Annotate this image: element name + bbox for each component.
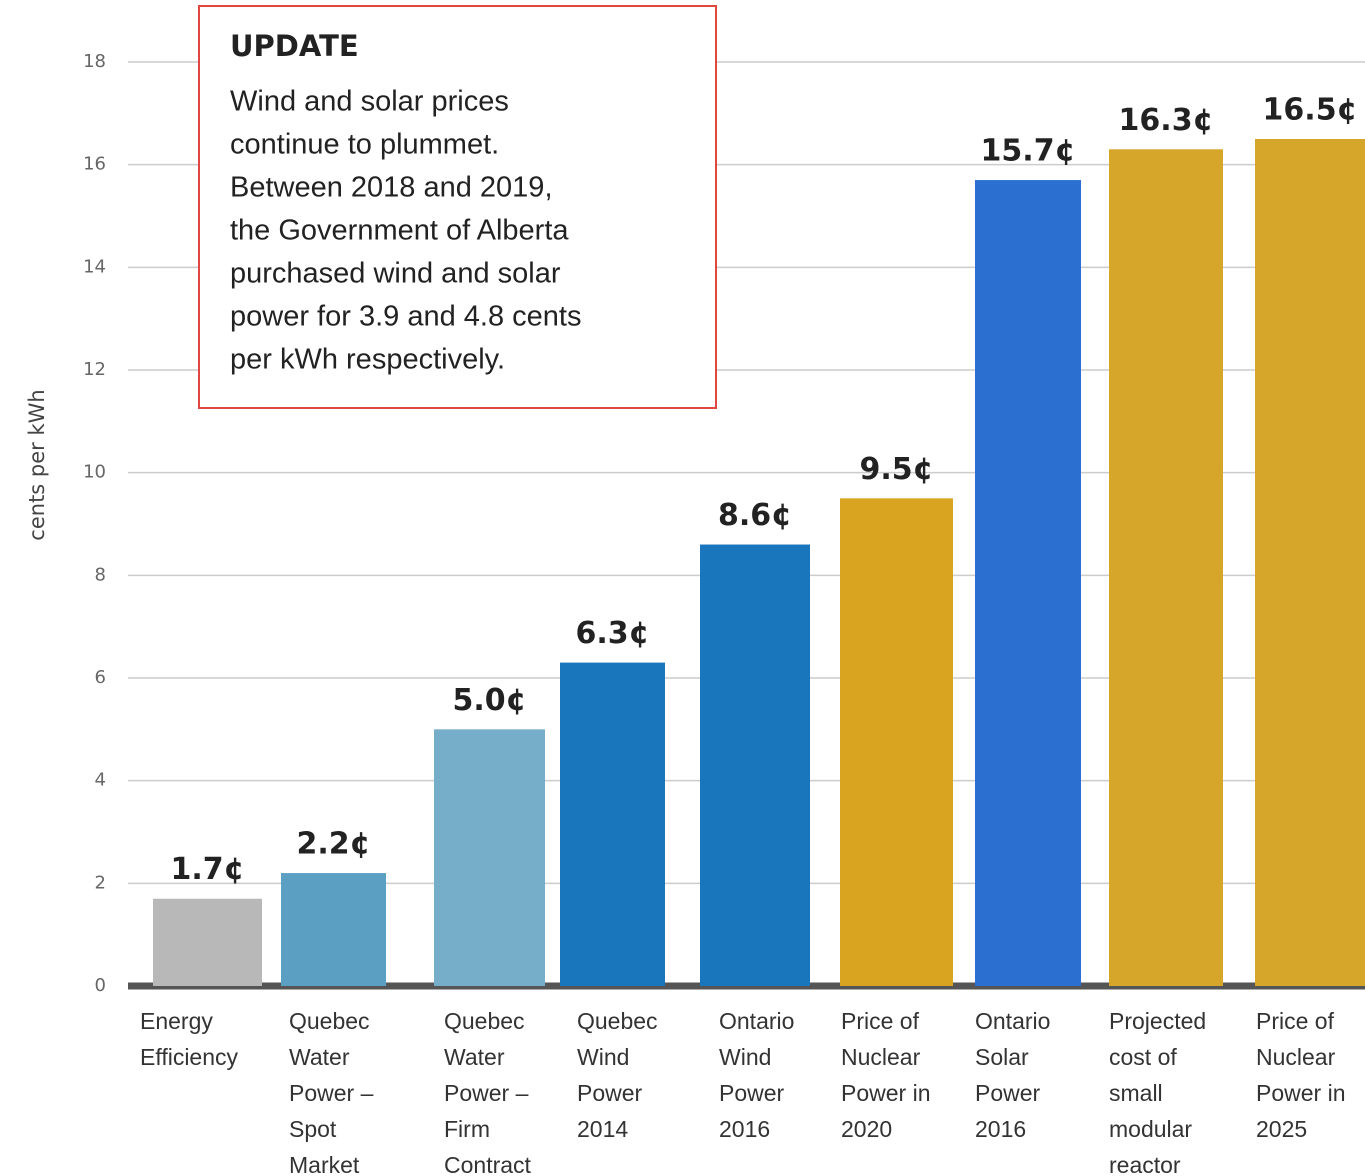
y-tick-label: 8 — [95, 564, 106, 585]
bar — [975, 180, 1081, 987]
y-axis-label: cents per kWh — [25, 389, 49, 540]
value-label: 16.3¢ — [1119, 103, 1214, 138]
x-tick-label: Ontario Solar Power 2016 — [975, 1008, 1051, 1142]
y-tick-label: 0 — [95, 975, 106, 996]
annotation-line: purchased wind and solar — [230, 258, 561, 290]
bar — [840, 498, 953, 986]
bar — [560, 662, 665, 986]
x-tick-label: Quebec Water Power – Spot Market — [289, 1008, 374, 1176]
x-tick-label: Quebec Wind Power 2014 — [577, 1008, 658, 1142]
bar — [1255, 139, 1365, 986]
annotation-title: UPDATE — [230, 29, 359, 63]
value-label: 1.7¢ — [170, 852, 244, 887]
value-label: 16.5¢ — [1263, 93, 1358, 128]
annotation-box — [198, 5, 717, 409]
annotation-line: power for 3.9 and 4.8 cents — [230, 301, 581, 333]
y-tick-label: 18 — [83, 51, 106, 72]
y-tick-label: 2 — [95, 872, 106, 893]
x-tick-label: Projected cost of small modular reactor — [1109, 1008, 1207, 1176]
value-label: 5.0¢ — [452, 683, 526, 718]
value-label: 6.3¢ — [575, 616, 649, 651]
y-tick-label: 14 — [83, 256, 106, 277]
annotation-line: per kWh respectively. — [230, 344, 505, 376]
x-tick-label: Price of Nuclear Power in 2025 — [1256, 1008, 1346, 1142]
annotation-line: Between 2018 and 2019, — [230, 172, 553, 204]
y-tick-label: 16 — [83, 154, 106, 175]
y-tick-label: 10 — [83, 462, 106, 483]
value-label: 8.6¢ — [718, 498, 792, 533]
annotation-line: continue to plummet. — [230, 129, 499, 161]
bar — [1109, 149, 1223, 986]
y-tick-label: 12 — [83, 359, 106, 380]
x-tick-label: Price of Nuclear Power in 2020 — [841, 1008, 931, 1142]
annotation-line: the Government of Alberta — [230, 215, 569, 247]
value-label: 2.2¢ — [296, 827, 370, 862]
bar — [434, 729, 545, 986]
value-label: 9.5¢ — [859, 452, 933, 487]
y-tick-label: 4 — [95, 770, 106, 791]
bar — [281, 873, 386, 986]
x-tick-label: Energy Efficiency — [140, 1008, 239, 1070]
x-tick-label: Quebec Water Power – Firm Contract — [444, 1008, 531, 1176]
bar — [700, 544, 810, 986]
x-tick-label: Ontario Wind Power 2016 — [719, 1008, 795, 1142]
bar — [153, 898, 262, 986]
y-tick-label: 6 — [95, 667, 106, 688]
annotation-line: Wind and solar prices — [230, 86, 509, 118]
value-label: 15.7¢ — [981, 134, 1076, 169]
